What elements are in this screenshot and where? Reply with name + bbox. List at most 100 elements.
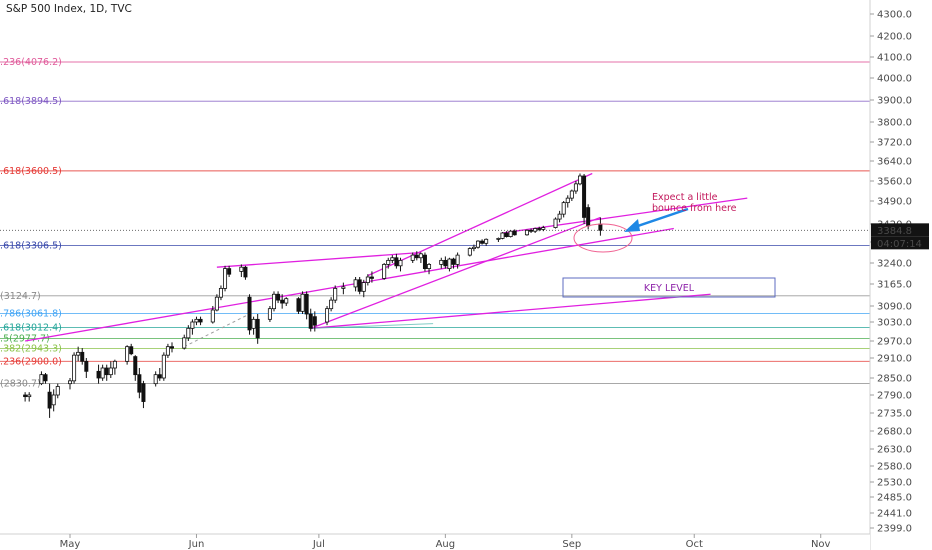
candle-body-84 xyxy=(508,230,513,237)
candle-44 xyxy=(276,291,281,304)
x-tick-label-0: May xyxy=(60,539,81,550)
candle-body-49 xyxy=(304,293,309,315)
candle-body-33 xyxy=(214,296,219,311)
candle-20 xyxy=(137,368,142,399)
candle-66 xyxy=(410,252,415,263)
candle-body-44 xyxy=(276,293,281,301)
trend-line-ascending-line xyxy=(310,293,711,329)
y-tick-label-26: 2441.0 xyxy=(877,509,912,520)
candle-body-75 xyxy=(455,254,460,265)
candle-body-25 xyxy=(165,346,170,356)
candle-40 xyxy=(251,316,256,335)
candle-93 xyxy=(561,201,566,218)
candle-30 xyxy=(194,316,199,326)
y-tick-label-4: 3900.0 xyxy=(877,96,912,107)
x-tick-label-4: Sep xyxy=(562,539,581,550)
countdown-tag: 04:07:14 xyxy=(871,236,929,250)
trend-lines xyxy=(0,172,870,348)
trend-line-top-line xyxy=(216,251,421,268)
y-tick-label-15: 3030.0 xyxy=(877,318,912,329)
candle-body-34 xyxy=(218,287,223,298)
y-tick-label-12: 3240.0 xyxy=(877,259,912,270)
candle-body-96 xyxy=(573,183,578,192)
candle-body-60 xyxy=(369,276,374,279)
candle-body-31 xyxy=(198,318,203,323)
candle-50 xyxy=(308,308,313,332)
candle-body-40 xyxy=(251,318,256,329)
y-tick-label-2: 4100.0 xyxy=(877,53,912,64)
candle-81 xyxy=(496,237,501,242)
time-axis-bg xyxy=(0,534,870,550)
candle-60 xyxy=(369,271,374,283)
candle-53 xyxy=(329,297,334,312)
candle-body-28 xyxy=(186,327,191,339)
title-layer: S&P 500 Index, 1D, TVC xyxy=(6,3,132,15)
y-tick-label-20: 2735.0 xyxy=(877,409,912,420)
candle-14 xyxy=(104,364,109,381)
candle-body-99 xyxy=(586,207,591,227)
candle-0 xyxy=(23,392,28,402)
candle-body-11 xyxy=(84,360,89,372)
candle-body-47 xyxy=(296,298,301,312)
candle-58 xyxy=(361,279,366,298)
candle-body-66 xyxy=(410,254,415,261)
candle-body-53 xyxy=(329,299,334,310)
candle-body-92 xyxy=(557,213,562,220)
candle-74 xyxy=(451,257,456,269)
candle-body-10 xyxy=(80,351,85,362)
candle-body-2 xyxy=(39,374,44,385)
candle-76 xyxy=(467,247,472,257)
x-tick-label-2: Jul xyxy=(312,539,325,550)
candle-body-4 xyxy=(47,391,52,409)
candle-71 xyxy=(439,257,444,269)
bounce-arrow-head xyxy=(624,219,640,232)
candle-body-19 xyxy=(133,356,138,376)
candle-90 xyxy=(541,225,546,232)
candle-body-94 xyxy=(565,197,570,204)
candle-52 xyxy=(325,306,330,326)
candle-body-63 xyxy=(390,257,395,261)
candle-49 xyxy=(304,291,309,320)
y-tick-label-1: 4200.0 xyxy=(877,32,912,43)
candle-body-51 xyxy=(312,316,317,326)
fib-label-7: 0.5(2977.7) xyxy=(0,334,50,345)
y-tick-label-23: 2580.0 xyxy=(877,462,912,473)
candle-43 xyxy=(271,291,276,312)
y-tick-label-18: 2850.0 xyxy=(877,374,912,385)
candle-body-57 xyxy=(357,279,362,292)
candle-body-88 xyxy=(533,228,538,232)
candle-body-39 xyxy=(247,296,252,331)
candle-body-62 xyxy=(386,259,391,265)
y-tick-label-7: 3640.0 xyxy=(877,157,912,168)
x-tick-label-1: Jun xyxy=(188,539,205,550)
candle-body-37 xyxy=(239,266,244,272)
candle-body-59 xyxy=(365,276,370,283)
y-tick-label-6: 3720.0 xyxy=(877,138,912,149)
candle-body-46 xyxy=(284,298,289,304)
candle-body-17 xyxy=(125,346,130,362)
candle-42 xyxy=(267,306,272,322)
fib-label-2: 2.618(3600.5) xyxy=(0,166,62,177)
candle-8 xyxy=(72,352,77,384)
candle-64 xyxy=(394,253,399,269)
fib-label-10: 0(2830.7) xyxy=(0,378,41,389)
y-tick-label-27: 2399.0 xyxy=(877,524,912,535)
candle-body-56 xyxy=(353,279,358,288)
price-tag-bg xyxy=(871,223,929,237)
candle-body-74 xyxy=(451,258,456,265)
candle-83 xyxy=(504,231,509,238)
candle-body-71 xyxy=(439,259,444,265)
candle-16 xyxy=(112,359,117,375)
candle-57 xyxy=(357,277,362,295)
candle-body-43 xyxy=(271,293,276,310)
candle-body-41 xyxy=(255,318,260,339)
candle-54 xyxy=(333,285,338,304)
candle-89 xyxy=(537,226,542,232)
candle-body-35 xyxy=(223,268,228,289)
candle-body-69 xyxy=(422,254,427,270)
candle-body-3 xyxy=(43,374,48,382)
candle-body-27 xyxy=(182,337,187,349)
candle-body-16 xyxy=(112,360,117,369)
